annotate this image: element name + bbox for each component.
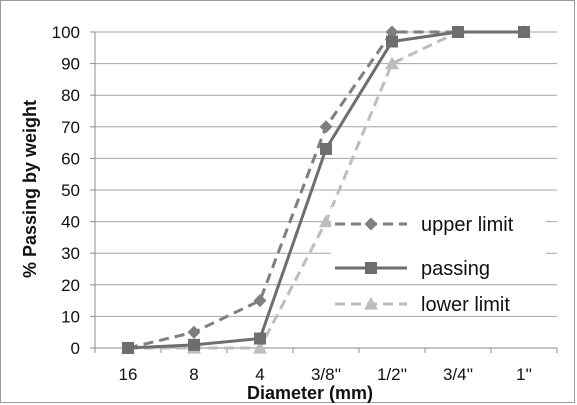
y-axis-title: % Passing by weight — [20, 100, 40, 278]
y-tick-label: 30 — [61, 244, 80, 263]
data-point — [385, 25, 399, 39]
legend-label: lower limit — [421, 294, 510, 316]
x-tick-label: 4 — [255, 365, 264, 384]
x-tick-label: 3/8'' — [311, 365, 341, 384]
y-tick-label: 20 — [61, 276, 80, 295]
series-passing — [122, 26, 530, 354]
legend-marker — [365, 262, 377, 274]
y-tick-label: 70 — [61, 118, 80, 137]
data-point — [319, 120, 333, 134]
y-tick-label: 100 — [52, 23, 80, 42]
data-point — [319, 214, 333, 228]
data-point — [253, 294, 267, 308]
x-tick-label: 16 — [119, 365, 138, 384]
x-tick-label: 3/4'' — [443, 365, 473, 384]
data-point — [452, 26, 464, 38]
tick-labels: 0 10 20 30 40 50 60 70 80 90 100 16 8 4 3/8'' 1/2'' 3/4'… — [52, 23, 532, 384]
legend-item: upper limit — [331, 207, 546, 236]
legend-label: upper limit — [421, 214, 514, 236]
legend-bg — [331, 207, 546, 235]
legend-marker — [364, 297, 378, 310]
data-point — [518, 26, 530, 38]
data-point — [386, 35, 398, 48]
y-tick-label: 80 — [61, 86, 80, 105]
data-point — [254, 332, 266, 345]
legend-item: passing — [331, 251, 546, 280]
x-tick-label: 1/2'' — [377, 365, 407, 384]
legend-item: lower limit — [331, 287, 546, 316]
series — [121, 25, 531, 355]
y-tick-label: 90 — [61, 55, 80, 74]
data-point — [187, 325, 201, 339]
data-point — [122, 342, 134, 354]
legend-label: passing — [421, 258, 490, 280]
data-point — [320, 142, 332, 155]
x-tick-label: 1'' — [516, 365, 532, 384]
x-axis-title: Diameter (mm) — [247, 383, 373, 403]
y-tick-label: 60 — [61, 149, 80, 168]
x-tick-label: 8 — [189, 365, 198, 384]
data-point — [253, 341, 267, 354]
legend-marker — [364, 217, 378, 231]
axes — [90, 31, 558, 353]
data-point — [385, 56, 399, 70]
y-tick-label: 0 — [71, 339, 80, 358]
y-tick-label: 10 — [61, 307, 80, 326]
y-tick-label: 50 — [61, 181, 80, 200]
legend: upper limit passing lower limit — [331, 207, 546, 316]
data-point — [188, 338, 200, 351]
legend-bg — [331, 287, 546, 315]
y-tick-label: 40 — [61, 213, 80, 232]
